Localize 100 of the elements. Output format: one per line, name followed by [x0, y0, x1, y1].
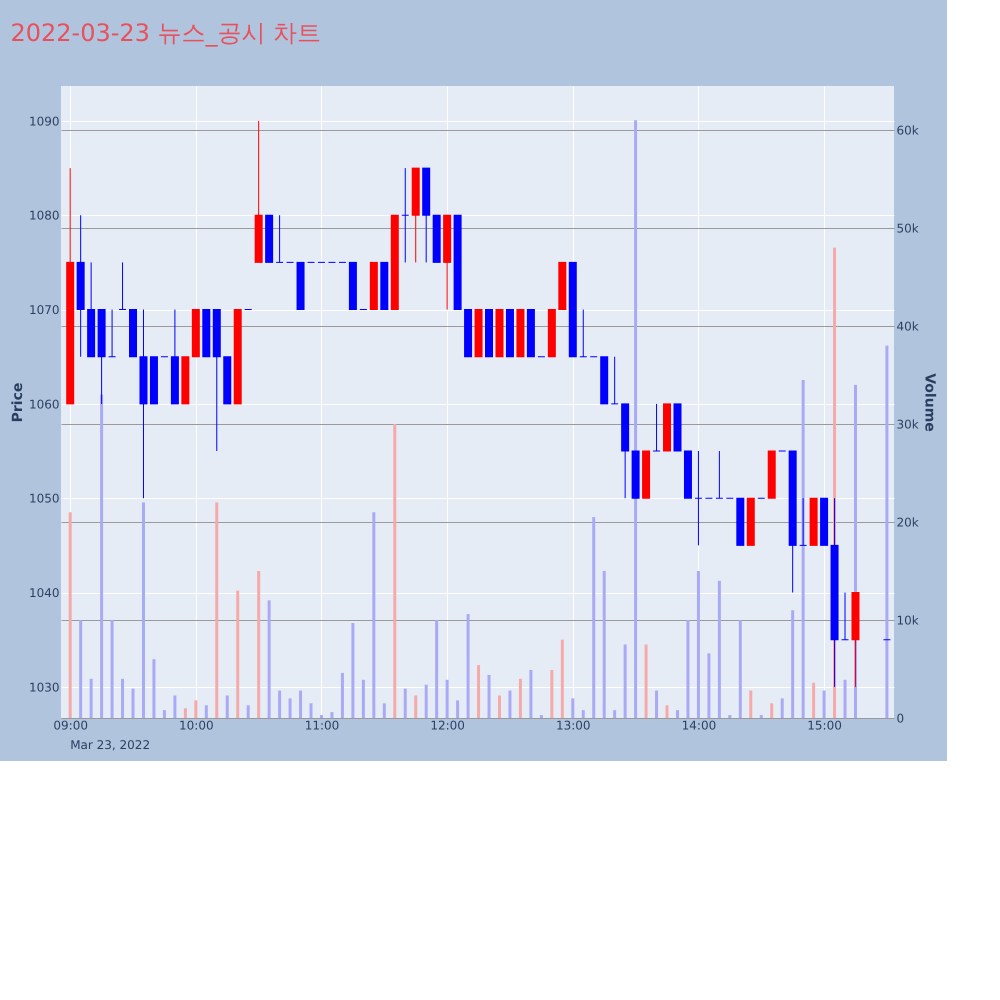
bar — [760, 715, 763, 718]
x-tick-label: 11:00 — [304, 718, 340, 732]
bar — [268, 600, 271, 718]
y2-tick-label: 30k — [896, 418, 919, 432]
bar — [518, 678, 522, 718]
bar — [110, 620, 114, 718]
bar — [257, 571, 260, 718]
bar — [718, 580, 721, 718]
x-tick-label: 15:00 — [807, 718, 842, 732]
bar — [885, 346, 888, 718]
bar — [184, 708, 187, 718]
bar — [132, 688, 135, 718]
candlestick — [799, 498, 808, 546]
bar — [749, 690, 752, 718]
bar — [812, 682, 816, 718]
bar — [226, 695, 229, 718]
y-tick-label: 1060 — [28, 397, 60, 412]
bar — [550, 670, 554, 718]
x-tick-label: 09:00 — [53, 718, 88, 732]
bar — [299, 690, 302, 718]
bar — [770, 703, 774, 718]
bar — [791, 610, 794, 718]
y-axis-title: Price — [10, 382, 26, 422]
bar — [424, 684, 428, 718]
candlestick — [108, 309, 116, 358]
bar — [498, 695, 501, 718]
bar — [435, 620, 438, 718]
y-tick-label: 1070 — [28, 303, 60, 318]
candlestick — [652, 403, 661, 452]
x-tick-label: 12:00 — [430, 718, 465, 732]
candlestick — [276, 214, 284, 263]
bar — [529, 670, 532, 718]
bar — [634, 120, 638, 718]
candlestick — [694, 450, 702, 546]
bar — [393, 424, 396, 718]
y-tick-label: 1050 — [28, 492, 60, 506]
bar — [90, 678, 93, 718]
bar — [477, 665, 480, 718]
y2-tick-label: 40k — [896, 320, 919, 334]
bar — [79, 620, 82, 718]
x-tick-label: 10:00 — [179, 718, 214, 732]
y-tick-label: 1080 — [28, 208, 60, 223]
bar — [666, 705, 669, 718]
bar — [414, 695, 418, 718]
bar — [613, 710, 616, 718]
bar — [194, 700, 198, 718]
bar — [655, 690, 658, 718]
bar — [372, 512, 376, 718]
y2-tick-label: 0 — [896, 712, 904, 726]
bar — [686, 620, 690, 718]
bar — [142, 502, 145, 718]
bar — [707, 653, 710, 718]
bar — [320, 715, 323, 718]
chart-title: 2022-03-23 뉴스_공시 차트 — [10, 19, 322, 47]
bar — [68, 512, 72, 718]
bar — [488, 674, 491, 718]
bar — [215, 502, 218, 718]
candlestick — [401, 168, 410, 263]
bar — [246, 705, 250, 718]
bar — [288, 698, 292, 718]
bar — [676, 710, 679, 718]
candlestick — [715, 450, 724, 499]
candlestick — [118, 262, 127, 310]
bar — [582, 710, 585, 718]
bar — [446, 680, 449, 718]
x-tick-label: 14:00 — [682, 718, 716, 732]
y-tick-label: 1090 — [28, 114, 60, 128]
y2-tick-label: 50k — [896, 222, 919, 236]
bar — [844, 680, 847, 718]
bar — [173, 695, 176, 718]
text: Mar 23, 2022 — [70, 738, 150, 752]
bar — [382, 703, 386, 718]
bar — [780, 698, 784, 718]
y-tick-label: 1030 — [28, 680, 60, 694]
bar — [466, 614, 470, 718]
bar — [738, 620, 742, 718]
bar — [728, 715, 732, 718]
bar — [204, 705, 208, 718]
bar — [351, 622, 354, 718]
bar — [592, 517, 596, 718]
y2-axis-title: Volume — [922, 373, 938, 432]
bar — [100, 394, 104, 718]
bar — [330, 712, 334, 718]
bar — [822, 690, 826, 718]
bar — [644, 644, 648, 718]
bar — [162, 710, 166, 718]
bar — [560, 640, 564, 718]
bar — [696, 571, 700, 718]
bar — [456, 700, 460, 718]
bar — [508, 690, 512, 718]
bar — [602, 571, 606, 718]
bar — [152, 659, 156, 718]
y2-tick-label: 10k — [896, 614, 919, 628]
bar — [310, 703, 313, 718]
bar — [236, 590, 240, 718]
candlestick — [841, 592, 850, 640]
x-tick-label: 13:00 — [556, 718, 591, 732]
bar — [362, 680, 365, 718]
y-tick-label: 1040 — [28, 586, 60, 600]
bar — [404, 688, 407, 718]
